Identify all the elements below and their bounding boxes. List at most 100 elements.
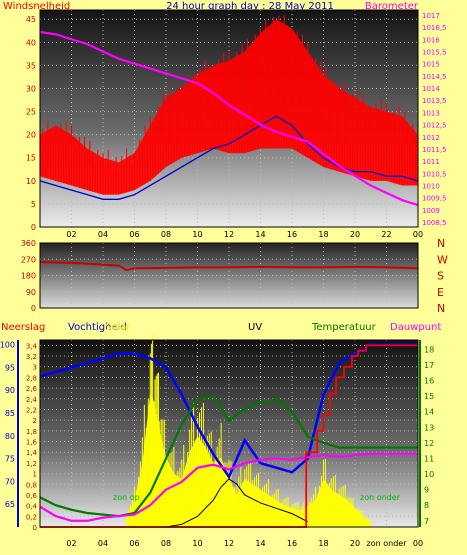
panel-wind-frame [39, 9, 419, 228]
axis-labels: 02 04 06 08 10 12 14 16 18 20 22 000510152025303540… [0, 12, 448, 548]
x-tick-label: 18 [318, 539, 328, 548]
rain-tick-label: 0 [33, 524, 37, 532]
x-tick-label: 10 [192, 230, 202, 239]
y2-tick-label: 1009,5 [422, 195, 447, 203]
x-tick-label: 06 [129, 539, 139, 548]
rain-tick-label: 2,8 [26, 374, 37, 382]
y-tick-label: 0 [31, 223, 36, 232]
rain-tick-label: 1,6 [26, 439, 38, 447]
label-neerslag: Neerslag [1, 322, 45, 333]
wind-direction-line [39, 260, 419, 272]
humidity-tick-label: 65 [5, 500, 15, 509]
label-solar: Solar [105, 322, 131, 333]
rain-tick-label: 2,6 [26, 385, 38, 393]
temperature-tick-label: 9 [424, 486, 429, 495]
x-tick-label: 04 [98, 539, 108, 548]
temperature-tick-label: 14 [424, 408, 434, 417]
y-tick-label: 20 [26, 131, 36, 140]
humidity-tick-label: 70 [5, 477, 15, 486]
direction-tick-label: 360 [21, 239, 36, 248]
annotation-sunset: zon onder [360, 493, 401, 502]
label-vochtigheid: Vochtigheid [68, 322, 127, 333]
y2-tick-label: 1014,5 [422, 73, 447, 81]
rain-tick-label: 3,2 [26, 353, 37, 361]
temperature-tick-label: 16 [424, 377, 434, 386]
temperature-line [39, 394, 418, 518]
y2-tick-label: 1013,5 [422, 97, 447, 105]
x-tick-label: zon onder [367, 539, 408, 548]
rain-tick-label: 1 [33, 471, 37, 479]
chart-title: 24 hour graph day : 28 May 2011 [166, 1, 334, 12]
rain-line [40, 344, 418, 528]
y2-tick-label: 1011,5 [422, 146, 447, 154]
y2-tick-label: 1009 [422, 207, 440, 215]
x-tick-label: 18 [318, 230, 328, 239]
y2-tick-label: 1012 [422, 134, 440, 142]
x-tick-label: 02 [66, 230, 76, 239]
rain-tick-label: 2 [33, 417, 37, 425]
y2-tick-label: 1010 [422, 183, 440, 191]
temperature-tick-label: 12 [424, 439, 434, 448]
y2-tick-label: 1016 [422, 36, 440, 44]
temperature-tick-label: 17 [424, 361, 434, 370]
panel-humidity-frame [39, 339, 419, 528]
compass-label: N [437, 302, 445, 315]
y2-tick-label: 1008,5 [422, 219, 447, 227]
humidity-tick-label: 85 [5, 409, 15, 418]
rain-tick-label: 1,4 [26, 449, 38, 457]
compass-label: N [437, 237, 445, 250]
x-tick-label: 14 [255, 230, 265, 239]
x-tick-label: 00 [413, 539, 423, 548]
x-tick-label: 08 [161, 230, 171, 239]
humidity-tick-label: 100 [0, 341, 15, 350]
rain-tick-label: 1,2 [26, 460, 37, 468]
y2-tick-label: 1015 [422, 61, 440, 69]
x-tick-label: 16 [287, 539, 297, 548]
y-tick-label: 5 [31, 200, 36, 209]
label-temperatuur: Temperatuur [311, 322, 377, 333]
right-label-barometer: Barometer [365, 1, 419, 12]
x-tick-label: 22 [381, 230, 391, 239]
rain-tick-label: 3 [33, 364, 37, 372]
temperature-tick-label: 18 [424, 345, 434, 354]
wind-average-line [39, 115, 419, 200]
compass-label: E [437, 286, 444, 299]
y2-tick-label: 1016,5 [422, 24, 447, 32]
x-tick-label: 10 [192, 539, 202, 548]
direction-series-group [39, 260, 419, 272]
uv-line [165, 478, 308, 528]
y2-tick-label: 1012,5 [422, 122, 447, 130]
x-tick-label: 12 [224, 230, 234, 239]
y2-tick-label: 1015,5 [422, 48, 447, 56]
humidity-series-group [39, 334, 418, 528]
compass-label: S [437, 270, 444, 283]
rain-tick-label: 3,4 [26, 342, 38, 350]
direction-tick-label: 270 [21, 255, 36, 264]
x-tick-label: 20 [350, 230, 360, 239]
rain-tick-label: 0,8 [26, 481, 37, 489]
temperature-tick-label: 8 [424, 501, 429, 510]
direction-tick-label: 90 [26, 288, 36, 297]
rain-tick-label: 0,6 [26, 492, 38, 500]
left-label-windsnelheid: Windsnelheid [3, 1, 70, 12]
temperature-tick-label: 11 [424, 454, 434, 463]
rain-tick-label: 2,2 [26, 406, 37, 414]
y-tick-label: 15 [26, 154, 36, 163]
barometer-line [39, 30, 419, 207]
y2-tick-label: 1014 [422, 85, 440, 93]
compass-label: W [437, 253, 448, 266]
x-tick-label: 14 [255, 539, 265, 548]
rain-tick-label: 0,4 [26, 503, 38, 511]
y-tick-label: 45 [26, 15, 36, 24]
y2-tick-label: 1017 [422, 12, 440, 20]
rain-tick-label: 2,4 [26, 396, 38, 404]
temperature-tick-label: 7 [424, 517, 429, 526]
humidity-tick-label: 75 [5, 455, 15, 464]
y-tick-label: 35 [26, 61, 36, 70]
rain-tick-label: 0,2 [26, 513, 37, 521]
y-tick-label: 30 [26, 84, 36, 93]
label-uv: UV [248, 322, 262, 333]
wind-series-group [39, 14, 419, 207]
x-tick-label: 04 [98, 230, 108, 239]
